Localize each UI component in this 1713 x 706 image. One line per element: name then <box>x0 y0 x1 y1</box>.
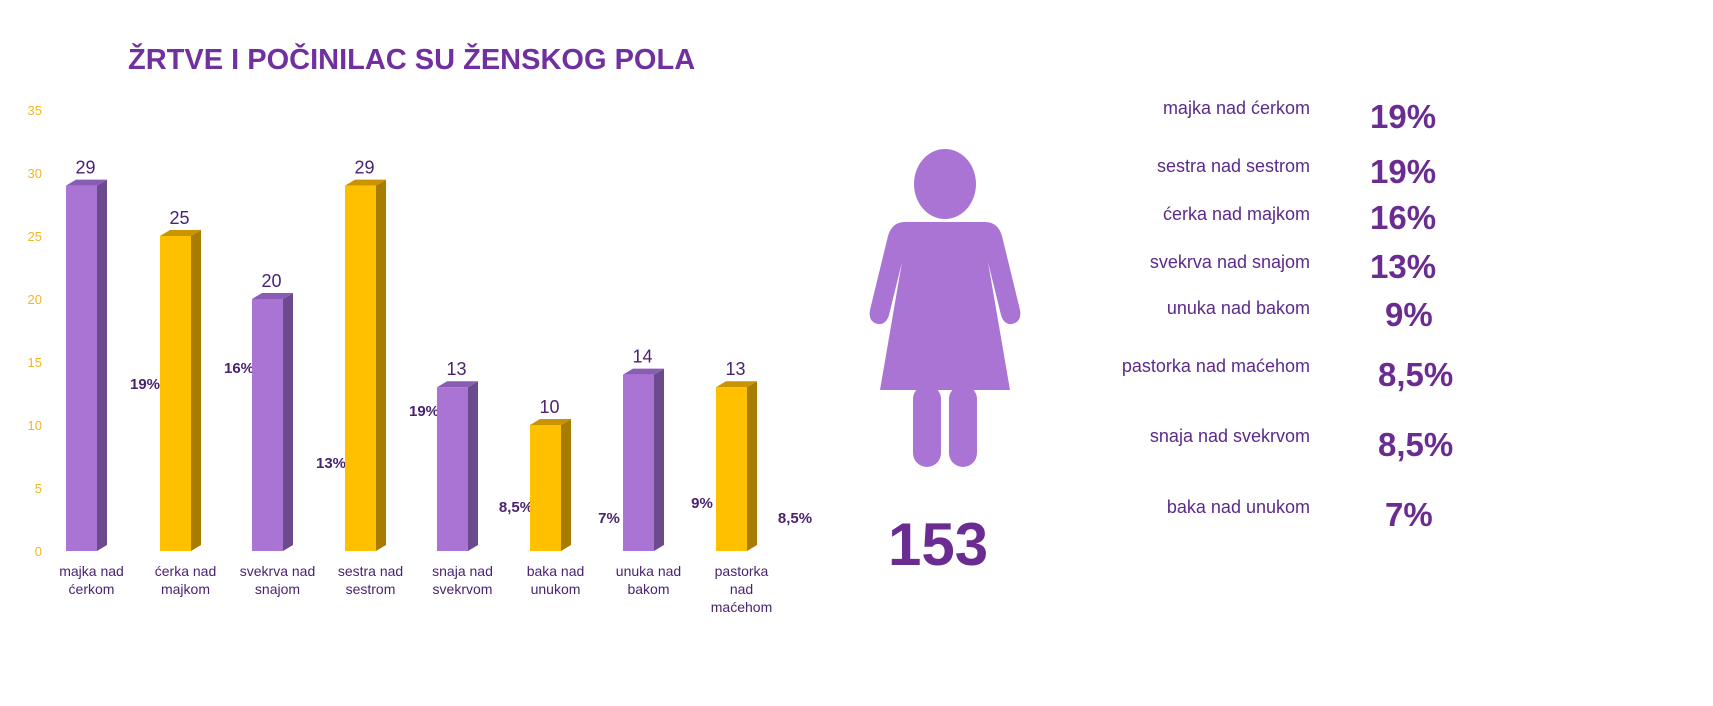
x-tick-label: snaja nad <box>432 563 493 579</box>
bar-side <box>191 230 201 551</box>
x-tick-label: nad <box>730 581 753 597</box>
percent-label: 13% <box>316 455 346 472</box>
x-tick-label: majka nad <box>59 563 124 579</box>
legend-value: 19% <box>1370 98 1437 135</box>
bar-side <box>376 179 386 551</box>
value-label: 29 <box>75 158 95 178</box>
legend-label: unuka nad bakom <box>1166 298 1310 318</box>
legend-label: baka nad unukom <box>1166 497 1310 517</box>
x-tick-label: bakom <box>627 581 669 597</box>
bar-top <box>530 419 571 425</box>
legend-label: sestra nad sestrom <box>1156 156 1310 176</box>
bar-top <box>437 381 478 388</box>
bar-top <box>623 368 664 375</box>
legend-label: pastorka nad maćehom <box>1121 356 1310 376</box>
value-label: 10 <box>539 397 559 417</box>
value-label: 13 <box>725 359 745 379</box>
bar-chart: 0 5 10 15 20 25 30 35 29 19% majka nad ćerkom 25 16% ć… <box>28 103 813 615</box>
legend-value: 19% <box>1370 153 1437 190</box>
bar-side <box>97 179 107 551</box>
legend-value: 8,5% <box>1378 426 1454 463</box>
percent-label: 8,5% <box>778 510 812 527</box>
bar <box>66 185 97 551</box>
chart-title: ŽRTVE I POČINILAC SU ŽENSKOG POLA <box>128 44 696 76</box>
percent-label: 8,5% <box>499 499 533 516</box>
x-tick-label: unuka nad <box>616 563 681 579</box>
bar-top <box>66 179 107 186</box>
legend-value: 8,5% <box>1378 356 1454 393</box>
legend-label: svekrva nad snajom <box>1149 252 1310 272</box>
x-tick-label: sestra nad <box>338 563 403 579</box>
percent-label: 16% <box>224 360 254 377</box>
y-tick-label: 35 <box>28 103 42 118</box>
y-tick-label: 30 <box>28 166 42 181</box>
y-tick-label: 15 <box>28 355 42 370</box>
legend-value: 13% <box>1370 248 1437 285</box>
value-label: 14 <box>632 347 652 367</box>
bar-top <box>252 293 293 299</box>
value-label: 20 <box>261 271 281 291</box>
percent-label: 7% <box>598 510 620 527</box>
bar <box>623 374 654 551</box>
value-label: 25 <box>169 208 189 228</box>
legend-value: 16% <box>1370 199 1437 236</box>
value-label: 13 <box>446 359 466 379</box>
x-tick-label: sestrom <box>346 581 396 597</box>
legend-value: 9% <box>1385 296 1433 333</box>
x-tick-label: ćerka nad <box>155 563 216 579</box>
x-tick-label: svekrvom <box>433 581 493 597</box>
legend-label: snaja nad svekrvom <box>1149 426 1310 446</box>
legend-value: 7% <box>1385 496 1433 533</box>
bar-top <box>716 381 757 388</box>
bar <box>530 425 561 551</box>
x-tick-label: majkom <box>161 581 210 597</box>
x-tick-label: ćerkom <box>69 581 115 597</box>
x-tick-label: unukom <box>531 581 581 597</box>
bar-top <box>345 179 386 186</box>
y-tick-label: 20 <box>28 292 42 307</box>
percent-label: 9% <box>691 495 713 512</box>
bar <box>252 299 283 551</box>
x-tick-label: snajom <box>255 581 300 597</box>
bar-side <box>654 368 664 551</box>
y-tick-label: 5 <box>35 481 42 496</box>
bar <box>345 185 376 551</box>
percent-label: 19% <box>409 403 439 420</box>
bar <box>716 387 747 551</box>
legend-label: ćerka nad majkom <box>1162 204 1310 224</box>
bar <box>437 387 468 551</box>
percent-label: 19% <box>130 376 160 393</box>
y-tick-label: 10 <box>28 418 42 433</box>
bar-side <box>561 419 571 551</box>
value-label: 29 <box>354 158 374 178</box>
total-count: 153 <box>888 511 989 578</box>
bar-side <box>747 381 757 551</box>
bar-top <box>160 230 201 236</box>
bar-side <box>468 381 478 551</box>
x-tick-label: svekrva nad <box>240 563 315 579</box>
x-tick-label: maćehom <box>711 599 772 615</box>
y-tick-label: 0 <box>35 544 42 559</box>
bar <box>160 236 191 551</box>
bar-side <box>283 293 293 551</box>
y-tick-label: 25 <box>28 229 42 244</box>
x-tick-label: pastorka <box>715 563 769 579</box>
x-tick-label: baka nad <box>527 563 585 579</box>
legend-label: majka nad ćerkom <box>1162 98 1310 118</box>
